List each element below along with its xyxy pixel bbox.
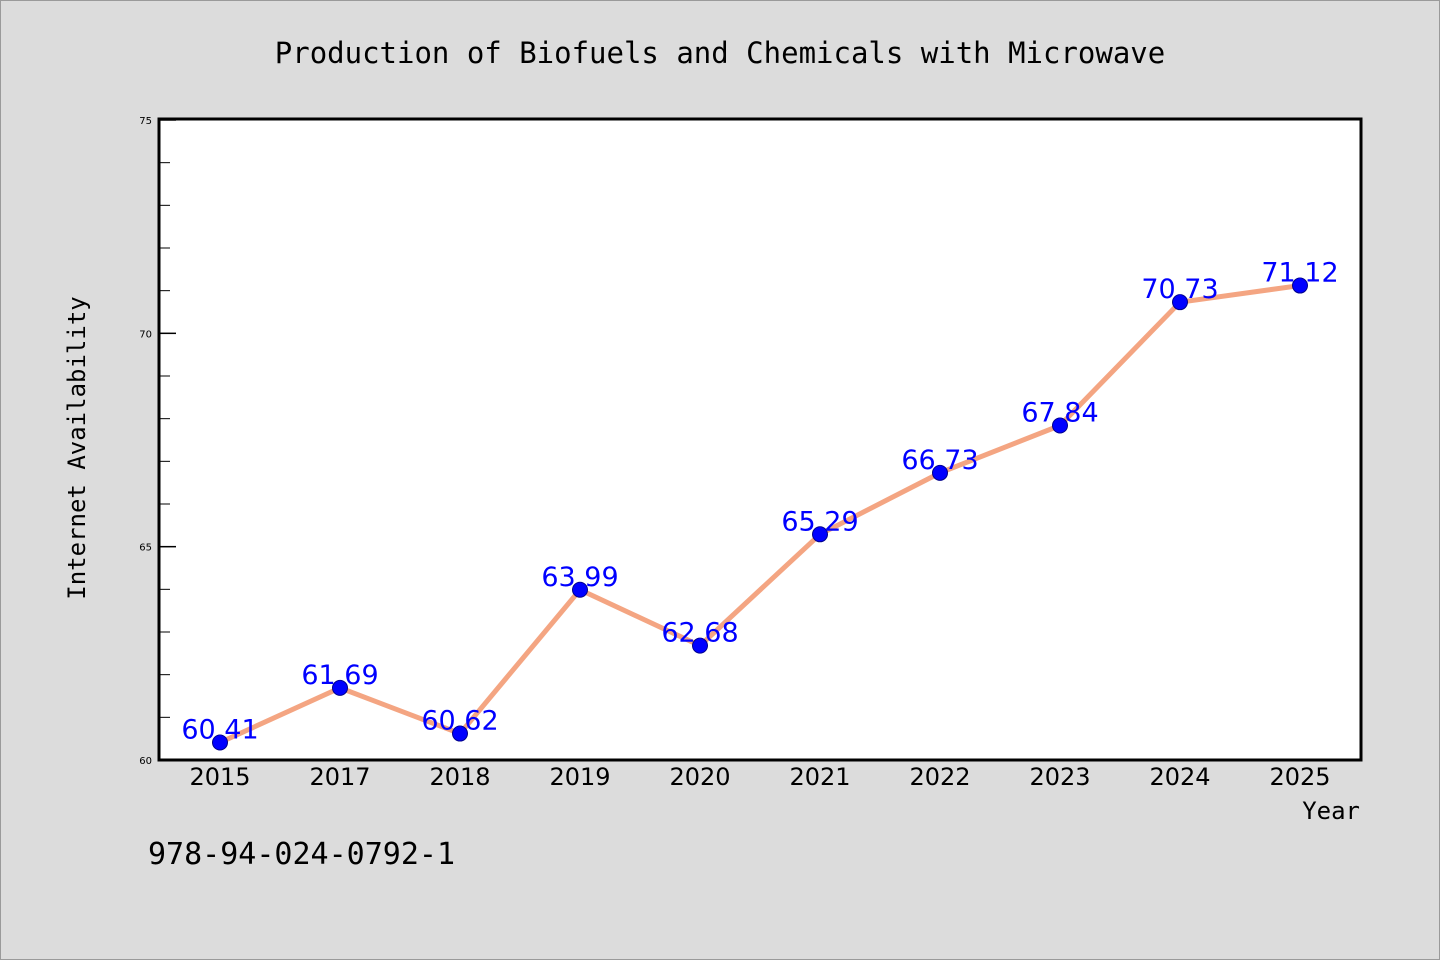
- x-tick-label: 2020: [669, 763, 730, 791]
- x-tick-label: 2017: [309, 763, 370, 791]
- chart-title: Production of Biofuels and Chemicals wit…: [275, 36, 1165, 70]
- data-point-marker: [692, 637, 708, 654]
- x-axis-ticks: 2015 2017 2018 2019 2020 2021 2022 2023 2024 2025: [189, 763, 1330, 791]
- isbn-text: 978-94-024-0792-1: [148, 837, 455, 872]
- data-point-marker: [452, 725, 468, 742]
- data-label: 63.99: [541, 562, 618, 593]
- data-label: 60.62: [421, 706, 498, 737]
- y-tick-label: 65: [139, 543, 152, 554]
- data-point-marker: [1292, 277, 1308, 294]
- y-axis-ticks: 60 65 70 75: [139, 116, 176, 767]
- data-point-marker: [932, 464, 948, 481]
- data-label: 67.84: [1021, 397, 1098, 428]
- data-point-marker: [332, 679, 348, 696]
- data-point-marker: [212, 734, 228, 751]
- data-label: 65.29: [781, 506, 858, 537]
- data-label: 62.68: [661, 618, 738, 649]
- data-label: 66.73: [901, 445, 978, 476]
- x-tick-label: 2018: [429, 763, 490, 791]
- y-tick-label: 60: [139, 756, 152, 767]
- x-tick-label: 2019: [549, 763, 610, 791]
- data-labels: 60.41 61.69 60.62 63.99 62.68 65.29 66.73 67.84…: [181, 258, 1338, 746]
- x-tick-label: 2025: [1269, 763, 1330, 791]
- x-axis-label: Year: [1302, 797, 1360, 825]
- y-axis-label: Internet Availability: [63, 296, 91, 599]
- plot-area: [157, 117, 1363, 762]
- y-tick-label: 70: [139, 329, 152, 340]
- x-tick-label: 2021: [789, 763, 850, 791]
- series-markers: [212, 277, 1308, 751]
- data-label: 70.73: [1141, 274, 1218, 305]
- data-point-marker: [1172, 294, 1188, 311]
- data-point-marker: [572, 581, 588, 598]
- x-tick-label: 2015: [189, 763, 250, 791]
- data-point-marker: [1052, 417, 1068, 434]
- data-label: 61.69: [301, 660, 378, 691]
- x-tick-label: 2023: [1029, 763, 1090, 791]
- series-line: [217, 283, 1303, 746]
- data-label: 60.41: [181, 715, 258, 746]
- data-point-marker: [812, 526, 828, 543]
- y-tick-label: 75: [139, 116, 152, 127]
- x-tick-label: 2022: [909, 763, 970, 791]
- x-tick-label: 2024: [1149, 763, 1210, 791]
- data-label: 71.12: [1261, 258, 1338, 289]
